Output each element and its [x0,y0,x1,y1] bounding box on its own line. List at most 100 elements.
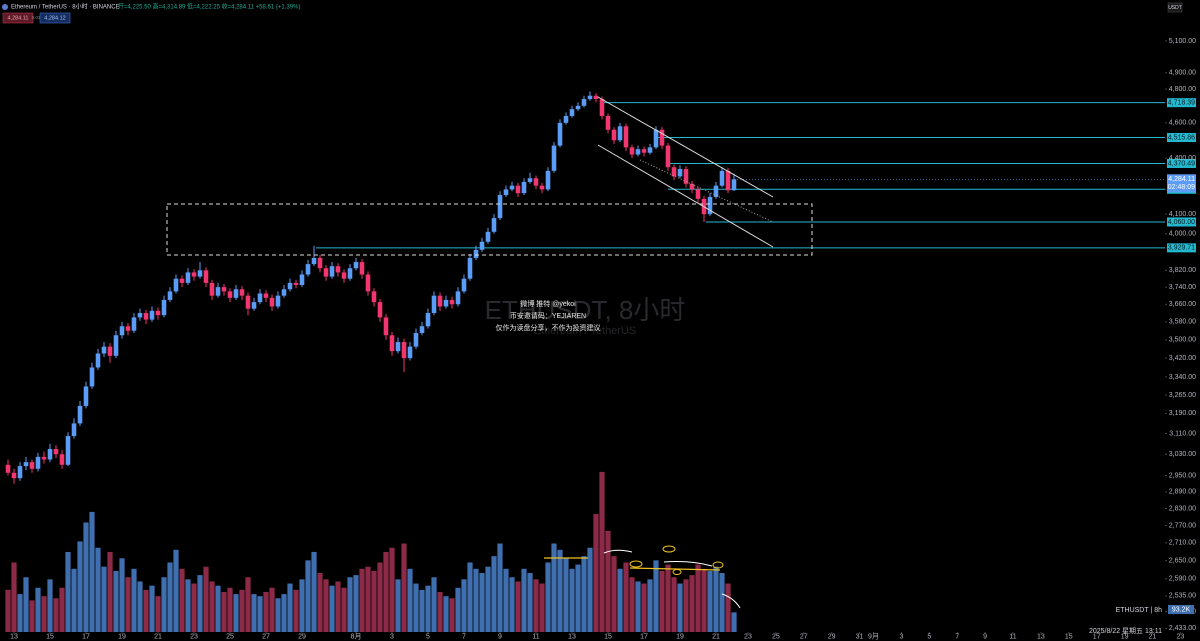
volume-bar [635,581,641,632]
volume-bar [143,589,149,632]
volume-bar [521,568,527,632]
volume-bar [557,549,563,632]
candle-body [329,266,335,277]
volume-bar [713,566,719,632]
volume-bar [647,579,653,632]
volume-bar [377,562,383,632]
x-tick-label: 25 [772,633,780,640]
level-label-box [1167,243,1196,253]
watermark-title: ETHUSDT, 8小时 [485,295,686,325]
candle-body [413,332,419,347]
candle-body [47,449,53,460]
volume-bar [683,579,689,632]
candle-body [509,185,515,190]
candle-body [725,170,731,191]
candle-body [11,472,17,479]
currency-box[interactable] [1167,2,1183,13]
x-tick-label: 5 [927,633,931,640]
y-tick-label: 2,433.00 [1169,625,1196,632]
candle-body [557,122,563,146]
volume-bar [11,562,17,632]
y-tick-label: 2,830.00 [1169,505,1196,512]
x-tick-label: 8月 [351,632,362,640]
volume-bar [173,549,179,632]
volume-bar [725,583,731,632]
volume-bar [311,551,317,632]
volume-bar [185,579,191,632]
volume-bar [137,581,143,632]
volume-bar [323,579,329,632]
candle-body [677,169,683,177]
x-tick-label: 27 [262,633,270,640]
volume-bar [593,514,599,632]
y-tick-label: 3,340.00 [1169,374,1196,381]
y-tick-label: 4,100.00 [1169,211,1196,218]
candle-body [659,129,665,146]
candle-body [227,291,233,298]
overlay-note: 仅作为读盘分享，不作为投资建议 [496,323,601,332]
candle-body [353,262,359,269]
candle-body [539,185,545,190]
y-tick-label: 2,590.00 [1169,576,1196,583]
volume-bar [347,577,353,632]
overlay-notes: 微博 推特 @yekoi 币安邀请码：YEJIAREN 仅作为读盘分享，不作为投… [496,299,601,332]
volume-bar [677,583,683,632]
candle-body [581,99,587,106]
sell-price: 4,284.11 [7,15,28,21]
candle-body [149,310,155,320]
y-tick-label: 3,110.00 [1169,430,1196,437]
candle-body [95,353,101,368]
candle-body [101,346,107,354]
candle-body [317,257,323,269]
candle-body [23,462,29,467]
sell-button[interactable] [2,12,34,24]
level-label-box [1167,133,1196,143]
x-tick-label: 21 [154,633,162,640]
candle-body [605,115,611,130]
volume-bar [701,568,707,632]
volume-bar [485,566,491,632]
x-tick-label: 7 [955,633,959,640]
candle-body [647,147,653,153]
volume-bar [575,564,581,632]
x-tick-label: 31 [856,633,864,640]
candle-body [569,109,575,116]
volume-bar [191,583,197,632]
candle-body [371,291,377,303]
candle-body [299,274,305,286]
x-tick-label: 17 [1093,633,1101,640]
countdown: 02:48:09 [1168,184,1195,191]
candle-body [611,129,617,141]
y-tick-label: 4,900.00 [1169,70,1196,77]
candle-body [239,289,245,296]
y-tick-label: 3,265.00 [1169,392,1196,399]
watermark-subtitle: Ethereum / TetherUS [534,325,637,337]
candle-body [269,297,275,307]
price-axis: 4,718.394,515.864,370.494,230.744,060.00… [10,38,1196,641]
candle-body [521,181,527,194]
volume-bar [47,579,53,632]
volume-bar [629,577,635,632]
volume-bar [503,568,509,632]
level-label-box [1167,98,1196,108]
volume-bar [167,562,173,632]
candle-body [197,270,203,277]
level-label: 4,060.00 [1168,219,1195,226]
header: Ethereum / TetherUS · 8小时 · BINANCE 开=4,… [2,2,1183,24]
candle-body [479,241,485,250]
candle-body [119,326,125,336]
volume-bar [257,596,263,632]
volume-bar [263,591,269,632]
overlay-note: 币安邀请码：YEJIAREN [510,311,586,320]
buy-button[interactable] [39,12,71,24]
candle-body [491,218,497,232]
level-label: 4,370.49 [1168,160,1195,167]
volume-bar [623,562,629,632]
y-tick-label: 3,030.00 [1169,451,1196,458]
volume-bar [155,596,161,632]
x-tick-label: 13 [10,633,18,640]
y-tick-label: 3,660.00 [1169,301,1196,308]
volume-bar [299,579,305,632]
watermark: ETHUSDT, 8小时 Ethereum / TetherUS [485,295,686,337]
